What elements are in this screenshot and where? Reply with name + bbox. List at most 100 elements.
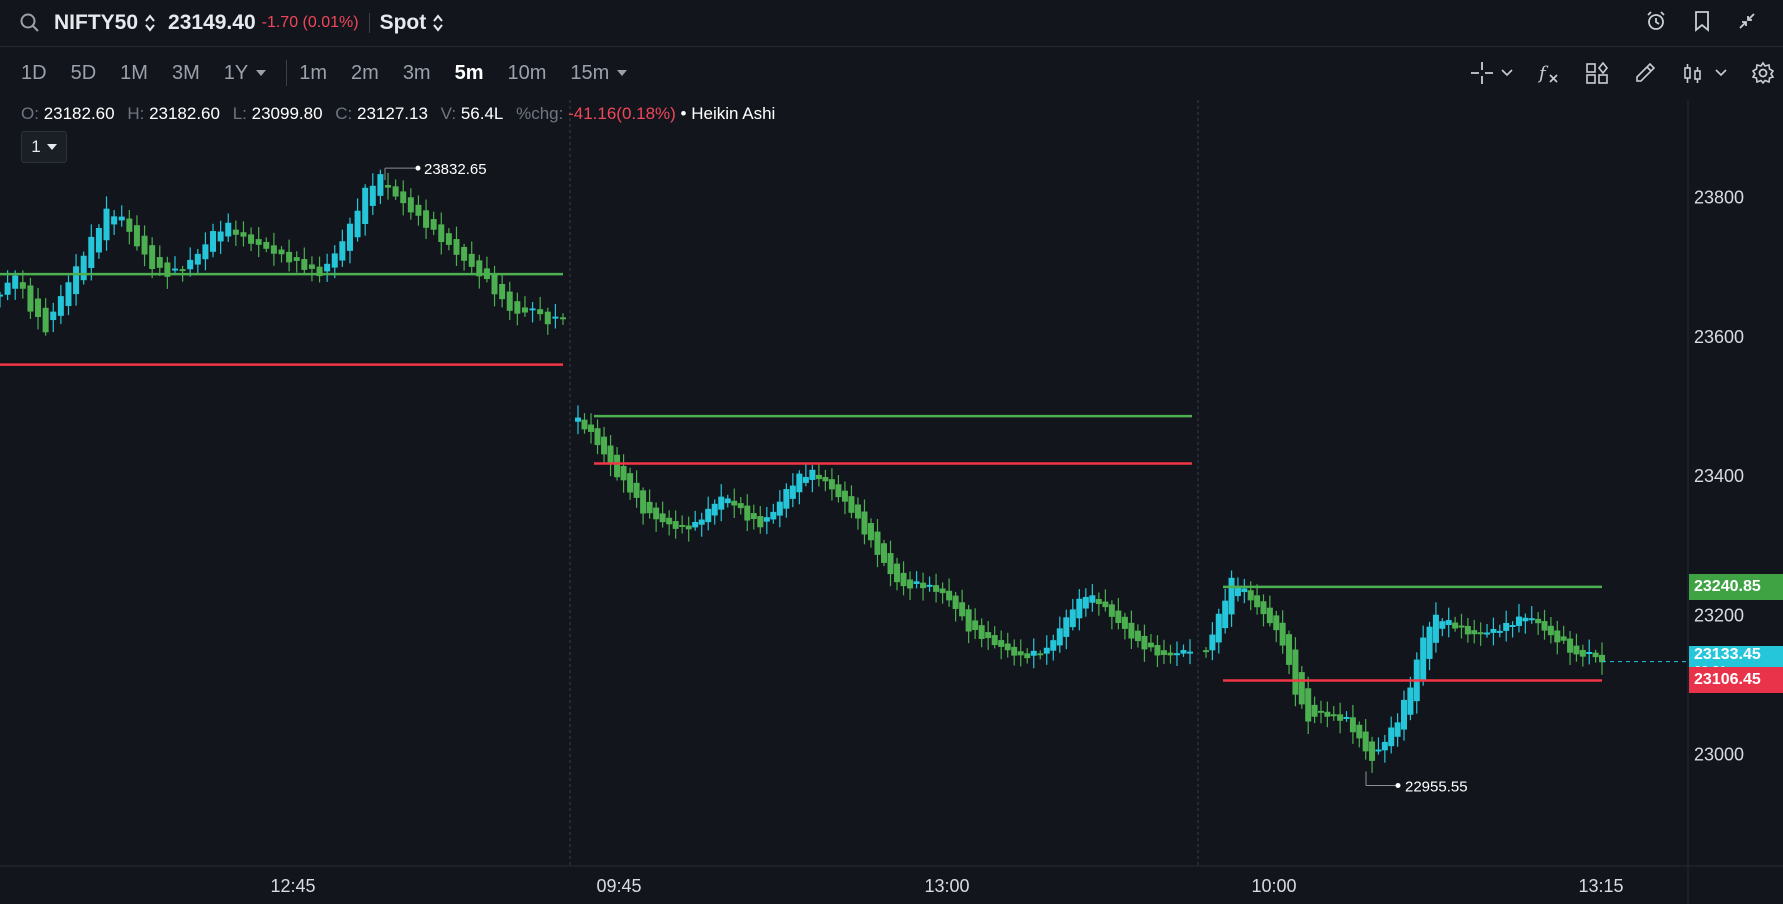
candle-body <box>491 273 498 295</box>
interval-3m[interactable]: 3m <box>402 61 431 84</box>
candle-body <box>607 445 614 465</box>
candle-body <box>65 282 72 306</box>
candle-body <box>1160 650 1167 655</box>
candle-body <box>133 225 140 247</box>
symbol-name[interactable]: NIFTY50 <box>54 11 139 34</box>
candle-body <box>614 454 621 478</box>
candle-body <box>985 632 992 639</box>
templates-icon[interactable] <box>1585 61 1609 85</box>
candle-body <box>461 246 468 261</box>
candle-body <box>385 185 392 188</box>
candle-body <box>711 503 718 516</box>
candle-body <box>666 517 673 525</box>
candle-body <box>179 269 186 272</box>
candle-body <box>724 498 731 504</box>
market-type[interactable]: Spot <box>379 11 427 34</box>
interval-15m[interactable]: 15m <box>570 61 610 84</box>
candle-body <box>1095 599 1102 605</box>
y-tick-label: 23400 <box>1694 466 1744 486</box>
candle-body <box>118 216 125 221</box>
range-1m[interactable]: 1M <box>120 61 148 84</box>
candle-body <box>991 635 998 646</box>
candle-body <box>445 233 452 245</box>
candle-body <box>1330 714 1337 717</box>
price-tag: 23106.45 <box>1689 667 1783 694</box>
settings-gear-icon[interactable] <box>1751 61 1775 85</box>
candle-body <box>718 496 725 510</box>
candle-body <box>763 517 770 522</box>
candle-body <box>103 208 110 241</box>
candle-body <box>874 531 881 555</box>
range-3m[interactable]: 3M <box>171 61 200 84</box>
candle-body <box>594 428 601 446</box>
candle-body <box>1011 646 1018 656</box>
chart-type-icon[interactable] <box>1681 61 1727 85</box>
candle-body <box>1426 626 1433 659</box>
candle-body <box>861 511 868 535</box>
candle-body <box>1173 653 1180 656</box>
alarm-icon[interactable] <box>1645 10 1667 37</box>
interval-5m[interactable]: 5m <box>454 61 484 84</box>
candle-body <box>1381 741 1388 751</box>
collapse-icon[interactable] <box>1737 11 1757 36</box>
candle-body <box>537 309 544 315</box>
crosshair-icon[interactable] <box>1469 60 1513 86</box>
candle-body <box>0 294 3 297</box>
interval-1m[interactable]: 1m <box>299 61 328 84</box>
candle-body <box>1535 618 1542 624</box>
x-tick-label: 13:00 <box>924 876 969 896</box>
candle-body <box>1452 622 1459 629</box>
candle-body <box>1471 630 1478 635</box>
bookmark-icon[interactable] <box>1693 10 1711 37</box>
candle-body <box>867 523 874 541</box>
candle-body <box>27 285 34 312</box>
search-icon[interactable] <box>20 13 40 33</box>
candle-body <box>1394 722 1401 737</box>
candle-body <box>232 229 239 235</box>
open-label: O: <box>21 104 39 123</box>
candle-body <box>1102 601 1109 608</box>
symbol-switch-icon[interactable] <box>144 14 156 32</box>
range-5d[interactable]: 5D <box>70 61 97 84</box>
candle-body <box>933 585 940 592</box>
layout-selector[interactable]: 1 <box>21 131 67 163</box>
candle-body <box>1432 614 1439 643</box>
candle-body <box>998 640 1005 647</box>
candle-body <box>1222 600 1229 629</box>
low-marker-dot <box>1395 783 1401 789</box>
candle-body <box>521 307 528 313</box>
interval-2m[interactable]: 2m <box>351 61 379 84</box>
x-tick-label: 09:45 <box>596 876 641 896</box>
x-tick-label: 13:15 <box>1578 876 1623 896</box>
candle-body <box>1362 731 1369 752</box>
range-1y[interactable]: 1Y <box>223 61 249 84</box>
range-1d[interactable]: 1D <box>21 61 47 84</box>
candle-body <box>1050 640 1057 651</box>
market-switch-icon[interactable] <box>432 14 444 32</box>
candle-body <box>255 239 262 245</box>
candle-body <box>1147 642 1154 648</box>
candle-body <box>286 251 293 263</box>
pct-change-value: -41.16(0.18%) <box>568 104 676 123</box>
candle-body <box>913 581 920 584</box>
price-tag-value: 23106.45 <box>1694 671 1761 689</box>
candle-body <box>42 307 49 333</box>
pct-change-label: %chg: <box>516 104 564 123</box>
drawing-tools-icon[interactable] <box>1633 61 1657 85</box>
interval-10m[interactable]: 10m <box>507 61 547 84</box>
indicators-icon[interactable]: f <box>1537 61 1561 85</box>
candle-body <box>705 508 712 523</box>
interval-dropdown-icon[interactable] <box>617 70 628 76</box>
price-tag-value: 23240.85 <box>1694 577 1761 595</box>
range-dropdown-icon[interactable] <box>256 70 267 76</box>
candle-body <box>1247 590 1254 601</box>
chart-style-name: • Heikin Ashi <box>680 104 776 123</box>
candle-body <box>789 485 796 499</box>
candle-body <box>1043 647 1050 654</box>
candle-body <box>1343 716 1350 719</box>
divider <box>286 60 288 86</box>
price-change: -1.70 (0.01%) <box>261 14 359 31</box>
candle-body <box>770 511 777 520</box>
candle-body <box>430 219 437 230</box>
